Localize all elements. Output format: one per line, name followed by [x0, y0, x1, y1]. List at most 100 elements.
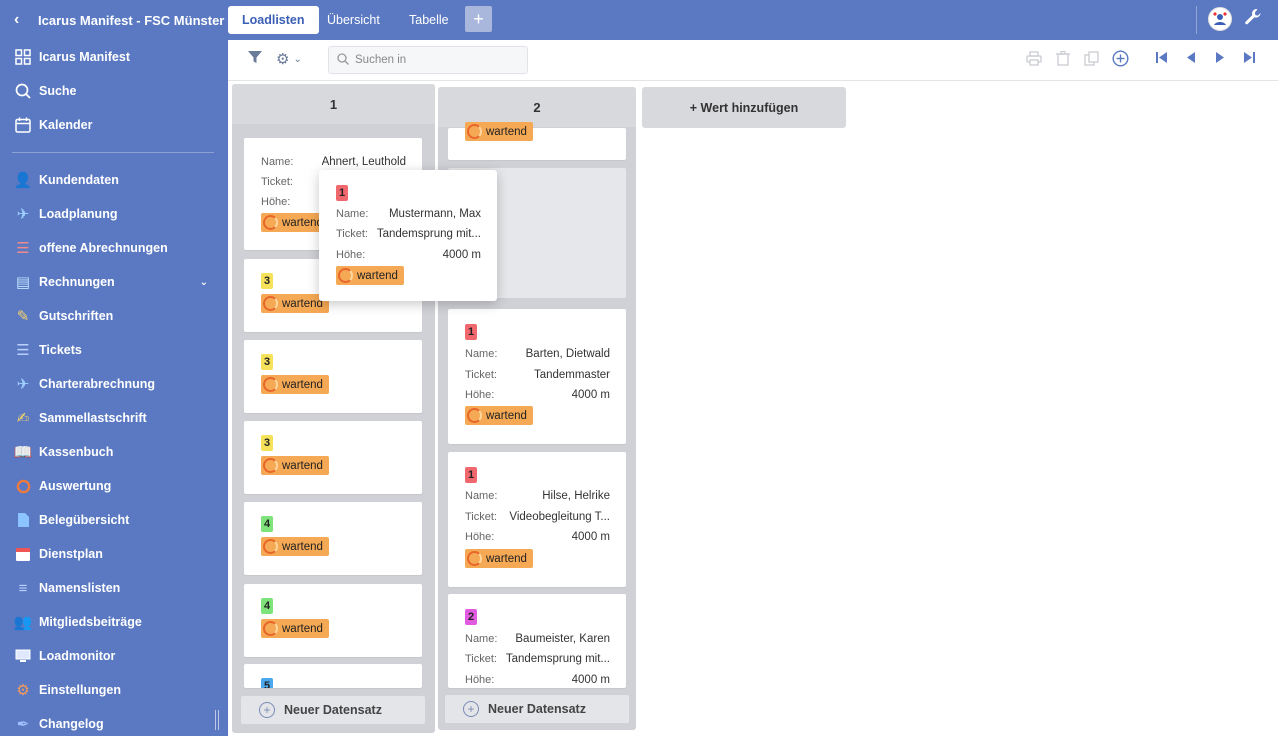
- record-card[interactable]: 1 Name: Barten, Dietwald Ticket: Tandemmas…: [448, 309, 626, 444]
- record-card[interactable]: 1 Name: Hilse, Helrike Ticket: Videobeglei…: [448, 452, 626, 587]
- record-card[interactable]: 2 Name: Baumeister, Karen Ticket: Tandemsp…: [448, 594, 626, 688]
- tab-uebersicht[interactable]: Übersicht: [327, 13, 380, 27]
- record-card[interactable]: 4 wartend: [244, 502, 422, 575]
- sidebar-item-kalender[interactable]: Kalender: [0, 110, 228, 140]
- sidebar-header[interactable]: ‹ Icarus Manifest - FSC Münster: [0, 0, 228, 40]
- first-page-icon[interactable]: [1155, 51, 1169, 67]
- status-label: wartend: [486, 409, 527, 422]
- sidebar-item-einstellungen[interactable]: ⚙ Einstellungen: [0, 675, 228, 705]
- sidebar-item-gutschriften[interactable]: ✎ Gutschriften: [0, 301, 228, 331]
- sidebar-item-kassenbuch[interactable]: 📖 Kassenbuch: [0, 437, 228, 467]
- new-record-button[interactable]: + Neuer Datensatz: [445, 695, 629, 723]
- print-icon[interactable]: [1026, 51, 1042, 69]
- status-label: wartend: [282, 622, 323, 635]
- add-value-column-button[interactable]: + Wert hinzufügen: [642, 87, 846, 128]
- dragged-record-card[interactable]: 1 Name: Mustermann, Max Ticket: Tandemspru…: [319, 170, 497, 301]
- sidebar-item-loadplanung[interactable]: ✈ Loadplanung: [0, 199, 228, 229]
- add-tab-button[interactable]: +: [465, 6, 492, 32]
- wrench-icon[interactable]: [1244, 8, 1262, 31]
- pencil-icon: ✎: [16, 308, 30, 325]
- tab-loadlisten[interactable]: Loadlisten: [228, 6, 319, 34]
- sidebar-item-mitgliedsbeitraege[interactable]: 👥 Mitgliedsbeiträge: [0, 607, 228, 637]
- sidebar-item-icarus-manifest[interactable]: Icarus Manifest: [0, 42, 228, 72]
- add-circle-icon: +: [259, 702, 275, 718]
- sidebar-item-offene-abrechnungen[interactable]: ☰ offene Abrechnungen: [0, 233, 228, 263]
- sidebar-item-dienstplan[interactable]: Dienstplan: [0, 539, 228, 569]
- filter-icon[interactable]: [248, 50, 262, 68]
- column-header[interactable]: 1: [232, 84, 435, 124]
- ticket-value: Tandemmaster: [533, 369, 610, 381]
- record-card[interactable]: 3 wartend: [244, 421, 422, 494]
- add-circle-icon[interactable]: [1112, 50, 1129, 70]
- sidebar-item-label: Suche: [39, 84, 77, 98]
- signature-icon: ✍: [16, 410, 30, 427]
- record-card[interactable]: 4 wartend: [244, 584, 422, 657]
- record-card[interactable]: 3 wartend: [244, 340, 422, 413]
- sidebar-item-auswertung[interactable]: Auswertung: [0, 471, 228, 501]
- monitor-icon: [12, 645, 34, 667]
- avatar[interactable]: [1208, 7, 1232, 31]
- sidebar-item-loadmonitor[interactable]: Loadmonitor: [0, 641, 228, 671]
- chevron-down-icon[interactable]: ⌄: [199, 276, 208, 288]
- field-label: Höhe:: [261, 196, 291, 208]
- sidebar-item-label: Dienstplan: [39, 547, 103, 561]
- search-icon: [337, 52, 349, 68]
- chart-ring-icon: [12, 475, 34, 497]
- sidebar-item-label: Einstellungen: [39, 683, 121, 697]
- sidebar-item-label: Kassenbuch: [39, 445, 114, 459]
- chevron-left-icon[interactable]: ‹: [14, 11, 20, 28]
- sidebar-item-label: Sammellastschrift: [39, 411, 147, 425]
- name-value: Baumeister, Karen: [515, 633, 610, 645]
- lines-icon: ≡: [18, 579, 28, 597]
- pen-icon: ✒: [16, 716, 30, 733]
- group-badge: 2: [465, 609, 477, 625]
- new-record-label: Neuer Datensatz: [284, 703, 382, 717]
- sidebar-item-label: Kalender: [39, 118, 93, 132]
- sidebar-item-suche[interactable]: Suche: [0, 76, 228, 106]
- sidebar-item-charterabrechnung[interactable]: ✈ Charterabrechnung: [0, 369, 228, 399]
- sidebar-item-namenslisten[interactable]: ≡ Namenslisten: [0, 573, 228, 603]
- group-badge: 3: [261, 354, 273, 370]
- sidebar-item-label: offene Abrechnungen: [39, 241, 168, 255]
- copy-icon[interactable]: [1084, 51, 1099, 69]
- sidebar-item-kundendaten[interactable]: 👤 Kundendaten: [0, 165, 228, 195]
- search-box[interactable]: [328, 46, 528, 74]
- sidebar-item-beleguebersicht[interactable]: Belegübersicht: [0, 505, 228, 535]
- plane-icon: ✈: [16, 206, 30, 223]
- trash-icon[interactable]: [1056, 50, 1070, 69]
- status-badge: wartend: [336, 266, 404, 285]
- chevron-down-icon: ⌄: [293, 54, 302, 65]
- next-page-icon[interactable]: [1214, 51, 1226, 67]
- waiting-spinner-icon: [263, 621, 278, 636]
- sidebar-item-label: Rechnungen: [39, 275, 115, 289]
- record-card[interactable]: 5: [244, 664, 422, 688]
- new-record-button[interactable]: + Neuer Datensatz: [241, 696, 425, 724]
- group-badge: 4: [261, 598, 273, 614]
- group-badge: 5: [261, 678, 273, 688]
- new-record-label: Neuer Datensatz: [488, 702, 586, 716]
- add-circle-icon: +: [463, 701, 479, 717]
- search-input[interactable]: [355, 54, 515, 66]
- sidebar-item-rechnungen[interactable]: ▤ Rechnungen ⌄: [0, 267, 228, 297]
- record-card[interactable]: wartend: [448, 122, 626, 160]
- name-value: Mustermann, Max: [388, 208, 481, 220]
- last-page-icon[interactable]: [1242, 51, 1256, 67]
- field-label: Name:: [261, 156, 294, 168]
- previous-page-icon[interactable]: [1185, 51, 1197, 67]
- field-label: Ticket:: [336, 228, 368, 240]
- tab-tabelle[interactable]: Tabelle: [409, 13, 449, 27]
- sidebar-item-tickets[interactable]: ☰ Tickets: [0, 335, 228, 365]
- column-header[interactable]: 2: [438, 87, 636, 127]
- list-icon: ☰: [16, 342, 30, 359]
- group-badge: 4: [261, 516, 273, 532]
- settings-dropdown[interactable]: ⚙ ⌄: [276, 50, 302, 68]
- sidebar-item-changelog[interactable]: ✒ Changelog: [0, 709, 228, 736]
- waiting-spinner-icon: [467, 408, 482, 423]
- sidebar-item-sammellastschrift[interactable]: ✍ Sammellastschrift: [0, 403, 228, 433]
- status-badge: wartend: [261, 537, 329, 556]
- waiting-spinner-icon: [263, 215, 278, 230]
- top-bar-divider: [1196, 6, 1197, 34]
- sidebar-resize-handle[interactable]: [215, 710, 219, 730]
- waiting-spinner-icon: [338, 268, 353, 283]
- gears-icon: ⚙: [16, 682, 30, 699]
